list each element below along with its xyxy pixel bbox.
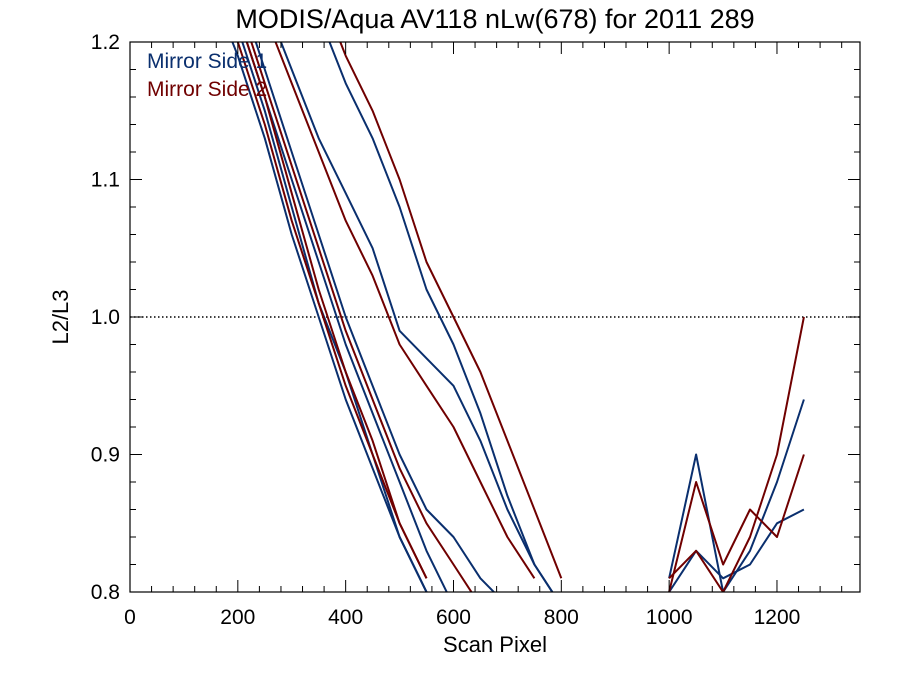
x-tick-label: 0 [124,606,136,629]
y-tick-label: 1.0 [91,306,120,329]
series-line [274,42,536,579]
series-line [254,42,496,592]
x-tick-label: 800 [544,606,579,629]
x-tick-label: 1000 [646,606,693,629]
x-axis-label: Scan Pixel [443,632,547,657]
y-tick-label: 0.8 [91,581,120,604]
series-line [236,42,428,579]
y-tick-label: 1.1 [91,169,120,192]
series-line [668,399,805,592]
series-line [279,42,554,592]
x-tick-label: 200 [220,606,255,629]
series-line [245,42,448,592]
series-line [241,42,428,592]
series-line [245,42,428,579]
y-tick-label: 0.9 [91,444,120,467]
x-tick-label: 600 [436,606,471,629]
x-tick-label: 1200 [754,606,801,629]
series-line [231,42,428,592]
series-line [250,42,473,592]
legend-entry-mirror-side-1: Mirror Side 1 [147,50,267,73]
legend: Mirror Side 1 Mirror Side 2 [147,50,267,101]
y-axis-label: L2/L3 [48,289,73,344]
series-line [328,42,805,592]
series-group [231,42,805,592]
series-line [339,42,805,592]
x-tick-label: 400 [328,606,363,629]
y-tick-label: 1.2 [91,31,120,54]
legend-entry-mirror-side-2: Mirror Side 2 [147,78,267,101]
series-line [668,454,805,592]
plot-area: 0 200 400 600 800 1000 1200 0.8 0.9 1.0 1.1 1.2 [91,31,861,629]
chart-title: MODIS/Aqua AV118 nLw(678) for 2011 289 [235,4,754,34]
